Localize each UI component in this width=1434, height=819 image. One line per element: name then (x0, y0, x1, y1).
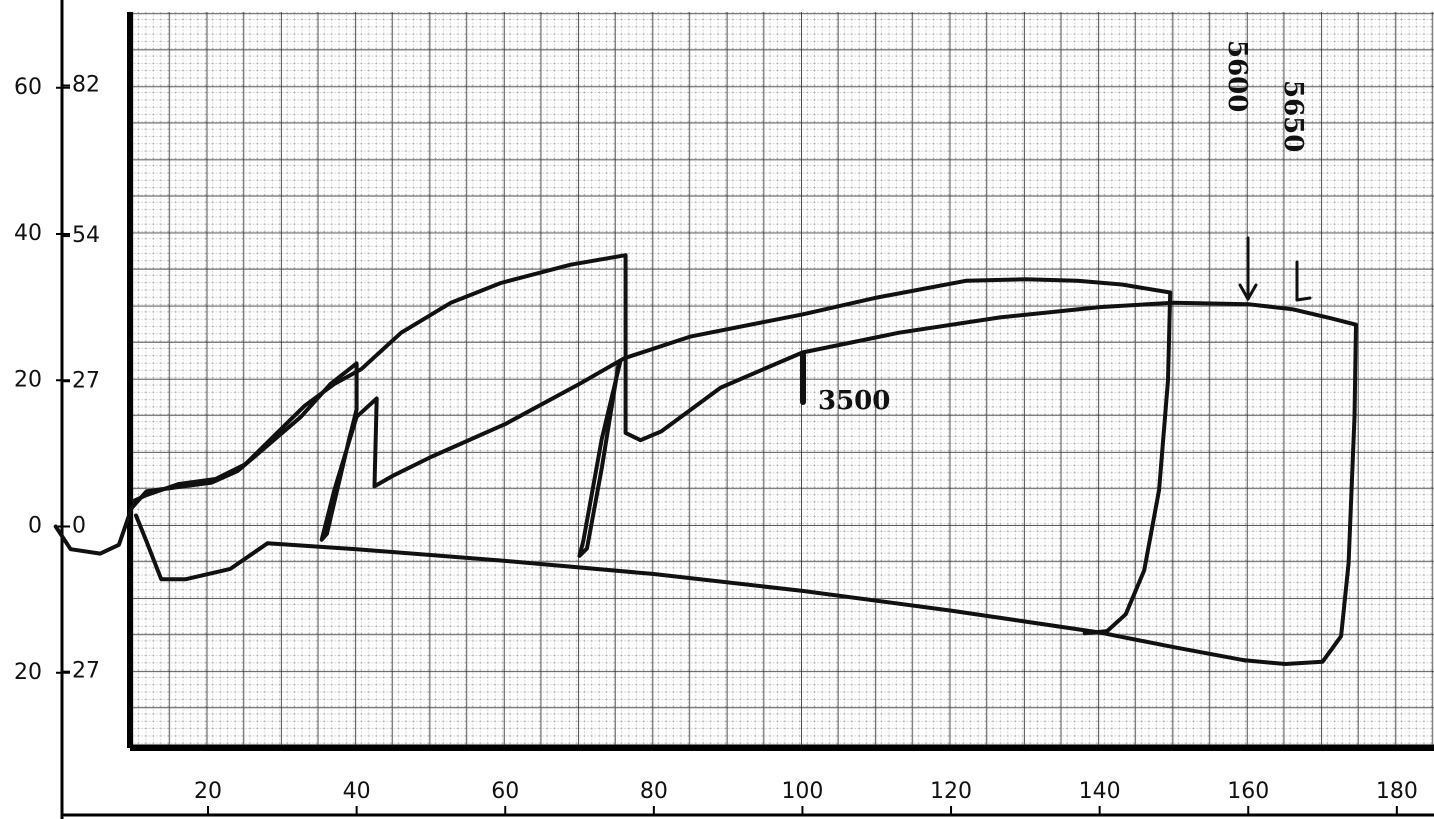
x-tick-label: 140 (1079, 779, 1121, 804)
y-tick-label: 40 (14, 221, 42, 246)
graph-paper (130, 12, 1434, 748)
x-tick-label: 20 (194, 779, 222, 804)
annotation: 5600 (1222, 40, 1252, 112)
y-tick-label: 20 (14, 367, 42, 392)
y2-tick-label: 27 (72, 659, 100, 684)
y-tick-label: 0 (28, 514, 42, 539)
y2-tick-label: 27 (72, 368, 100, 393)
x-tick-label: 80 (640, 779, 668, 804)
x-tick-label: 60 (491, 779, 519, 804)
y2-tick-label: 54 (72, 223, 100, 248)
chart: 2040608010012014016018020020406027027548… (0, 0, 1434, 819)
x-tick-label: 180 (1376, 779, 1418, 804)
x-tick-label: 40 (343, 779, 371, 804)
page: {"chart_data": { "type": "line", "xlim":… (0, 0, 1434, 819)
annotation: 5650 (1278, 80, 1308, 152)
annotation-mark (1297, 298, 1310, 300)
x-tick-label: 160 (1227, 779, 1269, 804)
y2-tick-label: 82 (72, 73, 100, 98)
x-tick-label: 100 (781, 779, 823, 804)
y-tick-label: 60 (14, 75, 42, 100)
x-tick-label: 120 (930, 779, 972, 804)
annotation: 3500 (818, 386, 890, 416)
y2-tick-label: 0 (72, 513, 86, 538)
y-tick-label: 20 (14, 660, 42, 685)
